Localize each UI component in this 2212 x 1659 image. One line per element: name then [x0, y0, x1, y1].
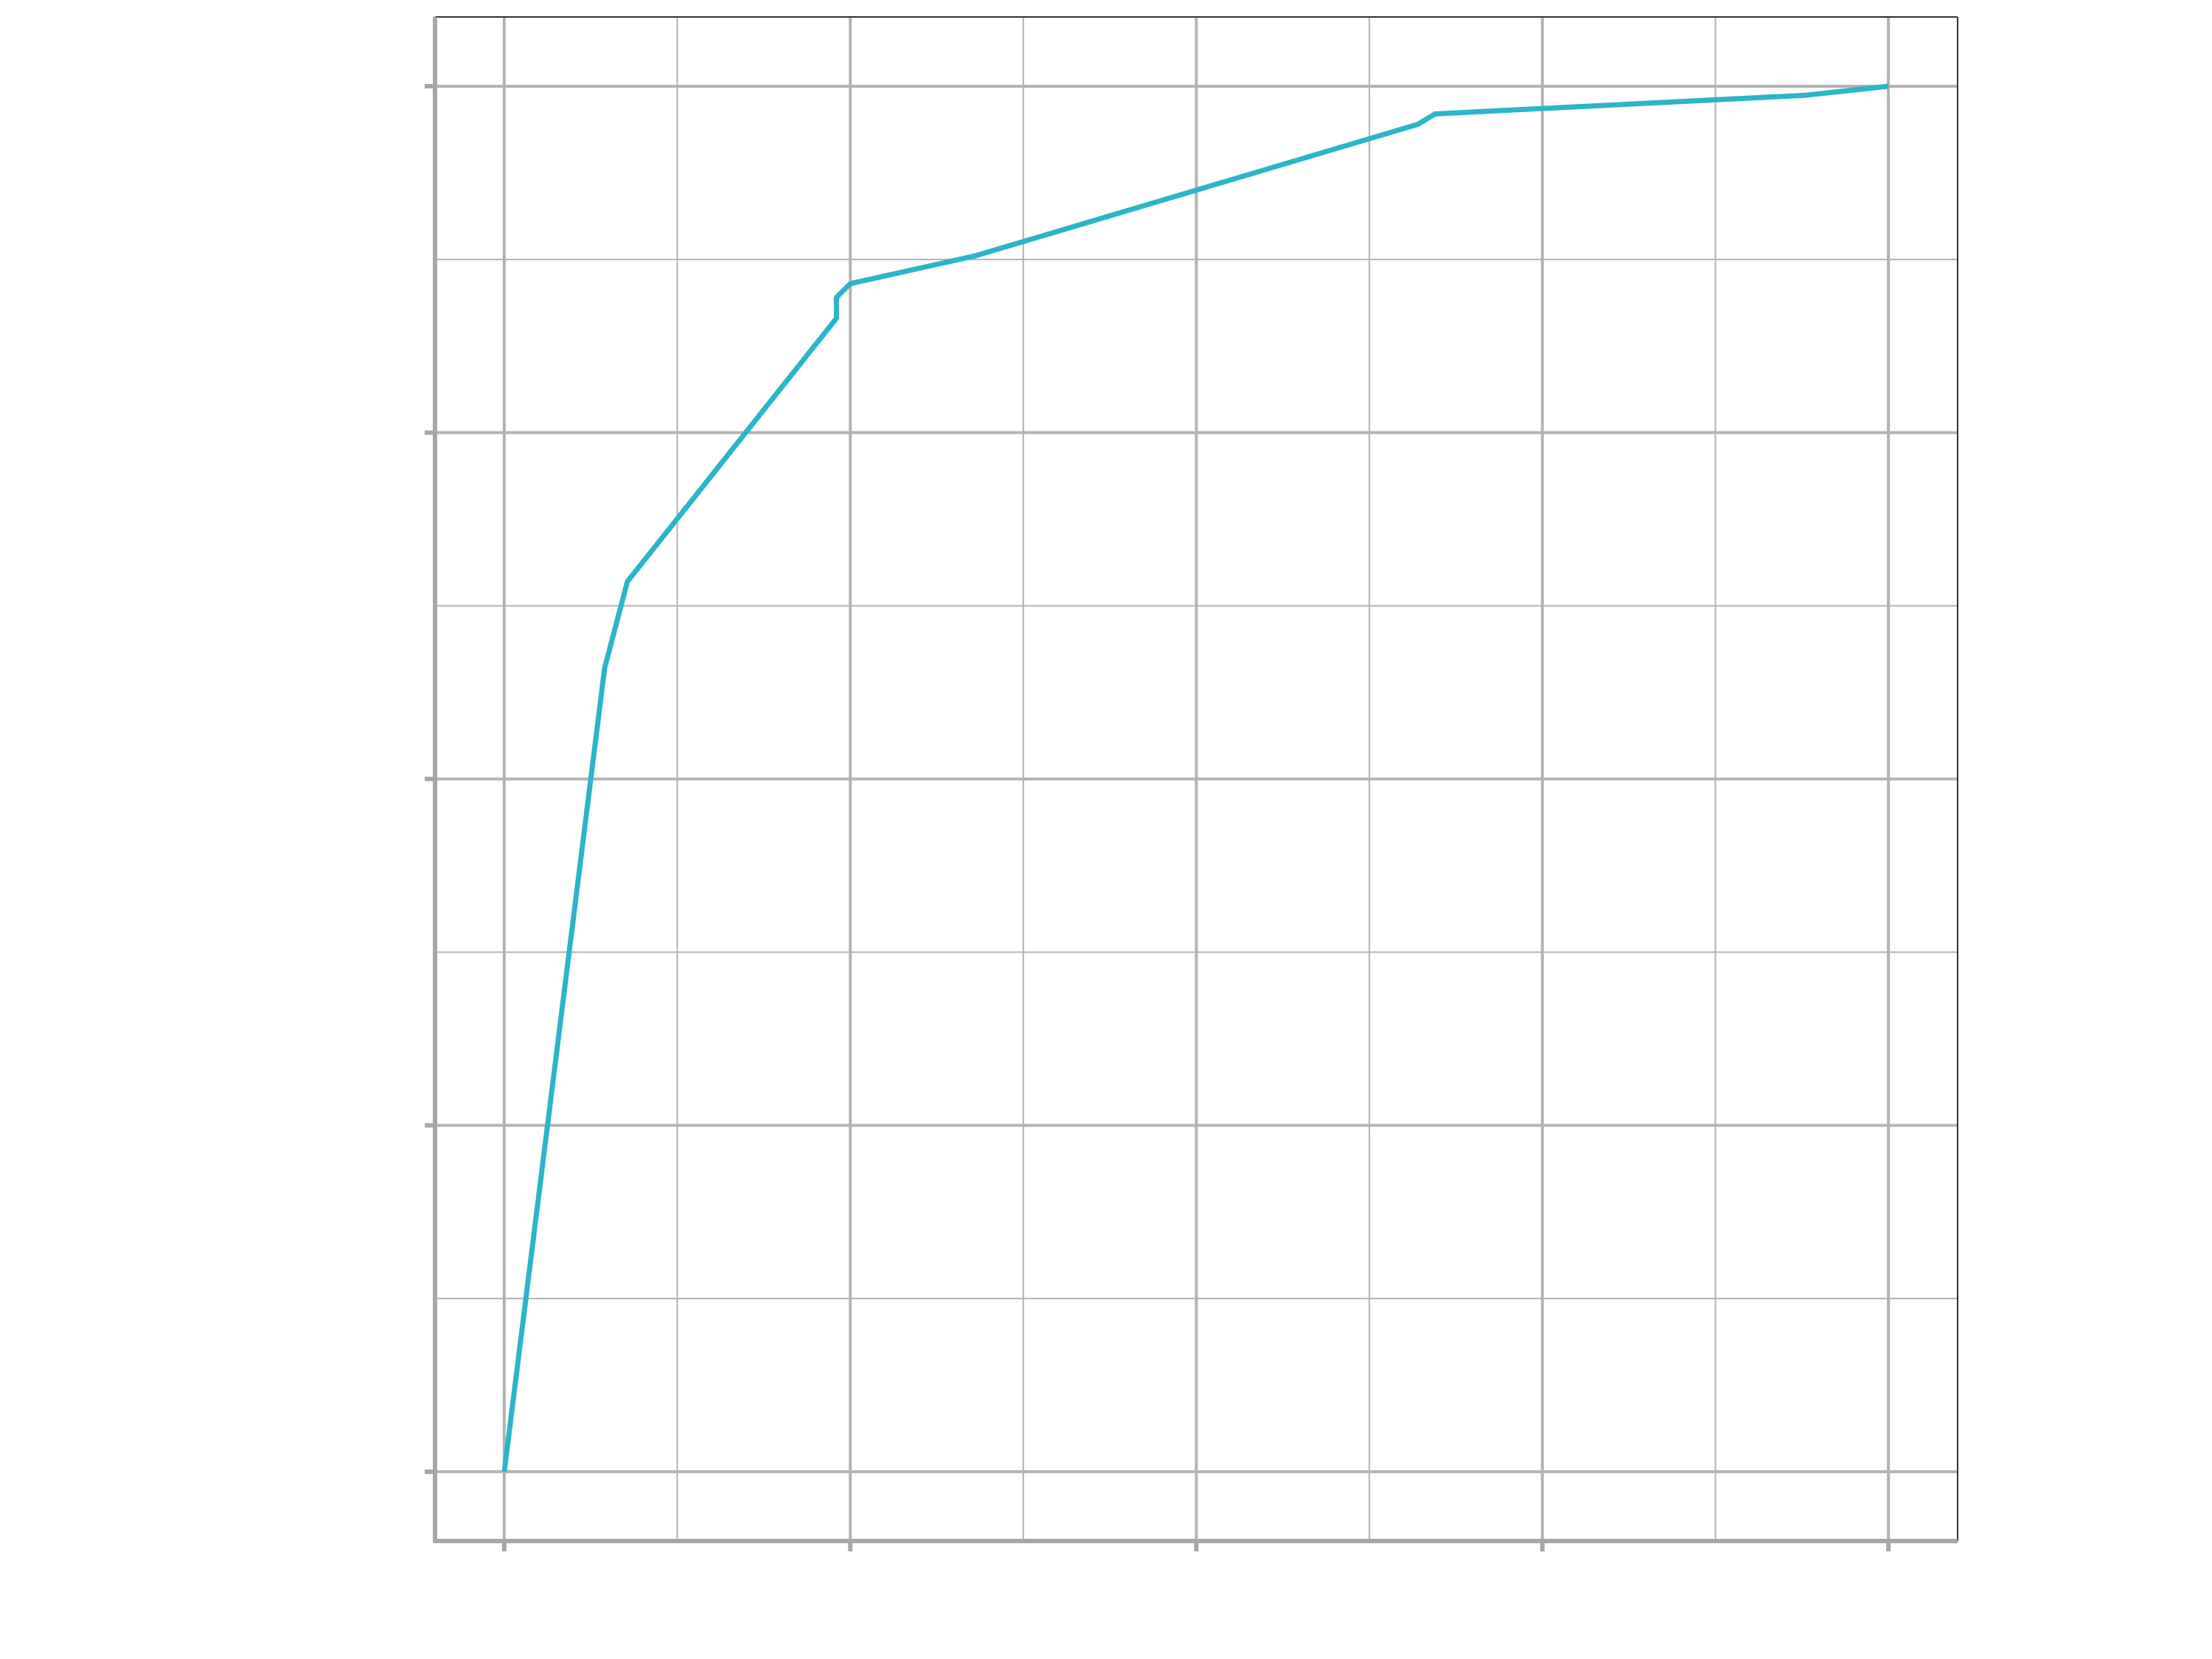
series-line: [501, 83, 1889, 1472]
plot-frame: [433, 16, 1958, 1543]
series-group: [501, 83, 1889, 1472]
major-gridlines: [435, 17, 1958, 1541]
